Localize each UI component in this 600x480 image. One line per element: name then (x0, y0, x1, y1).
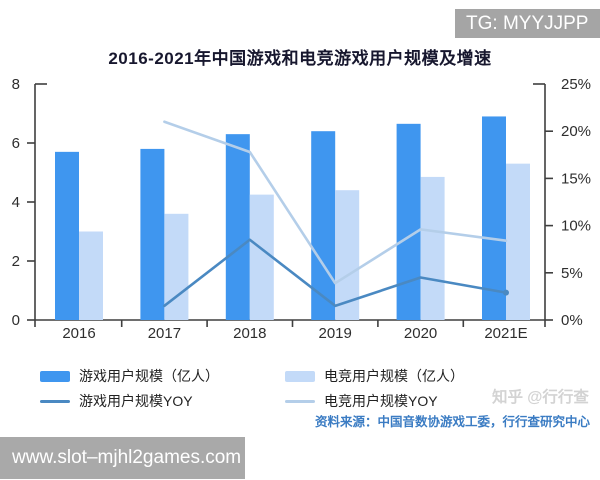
chart-plot-area: 0 2 4 6 8 0% 5% 10% 15% 20% 25% 2016 2017 2018 2019 202… (12, 76, 591, 342)
right-axis-tick-label: 20% (561, 123, 591, 140)
bar-esports-users-2021E (506, 163, 530, 320)
legend-item-game-yoy: 游戏用户规模YOY (40, 391, 193, 411)
right-axis-tick-label: 25% (561, 76, 591, 93)
telegram-watermark-badge: TG: MYYJJPP (455, 9, 600, 38)
bar-game-users-2020 (396, 123, 421, 320)
left-axis-tick-label: 0 (12, 312, 20, 329)
url-watermark-bar: www.slot–mjhl2games.com (0, 437, 245, 479)
left-axis-tick-label: 4 (12, 194, 20, 211)
bar-game-users-2021E (482, 116, 506, 320)
x-axis-category-label: 2019 (319, 325, 352, 342)
right-axis-tick-label: 0% (561, 312, 583, 329)
bar-esports-users-2020 (420, 176, 445, 320)
source-note: 资料来源：中国音数协游戏工委，行行查研究中心 (314, 415, 590, 429)
right-axis-tick-label: 5% (561, 265, 583, 282)
legend-item-game-users: 游戏用户规模（亿人） (40, 366, 219, 386)
bar-esports-users-2018 (249, 194, 274, 320)
line-end-marker-game-yoy (503, 289, 509, 296)
x-axis-category-label: 2018 (233, 325, 266, 342)
line-esports-yoy (163, 120, 508, 285)
x-axis-category-label: 2020 (404, 325, 437, 342)
legend-label-esports-yoy: 电竞用户规模YOY (324, 393, 438, 409)
legend-label-esports-users: 电竞用户规模（亿人） (324, 368, 464, 384)
legend-label-game-yoy: 游戏用户规模YOY (79, 393, 193, 409)
bar-game-users-2018 (225, 134, 250, 320)
right-axis-tick-label: 15% (561, 170, 591, 187)
x-axis-category-label: 2016 (62, 325, 95, 342)
x-axis-category-label: 2021E (484, 325, 527, 342)
legend-swatch-game-users (40, 370, 70, 382)
left-axis-tick-label: 6 (12, 135, 20, 152)
left-axis-tick-label: 8 (12, 76, 20, 93)
bar-game-users-2017 (140, 148, 165, 320)
legend-swatch-game-yoy (40, 399, 70, 403)
legend-item-esports-users: 电竞用户规模（亿人） (285, 366, 464, 386)
zhihu-watermark: 知乎 @行行查 (492, 389, 589, 406)
legend-swatch-esports-yoy (285, 399, 315, 403)
left-axis-tick-label: 2 (12, 253, 20, 270)
bar-game-users-2016 (55, 151, 79, 320)
legend-label-game-users: 游戏用户规模（亿人） (79, 368, 219, 384)
legend-item-esports-yoy: 电竞用户规模YOY (285, 391, 438, 411)
right-axis-tick-label: 10% (561, 218, 591, 235)
chart-title: 2016-2021年中国游戏和电竞游戏用户规模及增速 (108, 49, 492, 68)
x-axis-category-label: 2017 (148, 325, 181, 342)
line-game-yoy (163, 238, 508, 308)
bar-game-users-2019 (311, 131, 336, 320)
bar-esports-users-2016 (79, 231, 103, 320)
legend-swatch-esports-users (285, 370, 315, 382)
